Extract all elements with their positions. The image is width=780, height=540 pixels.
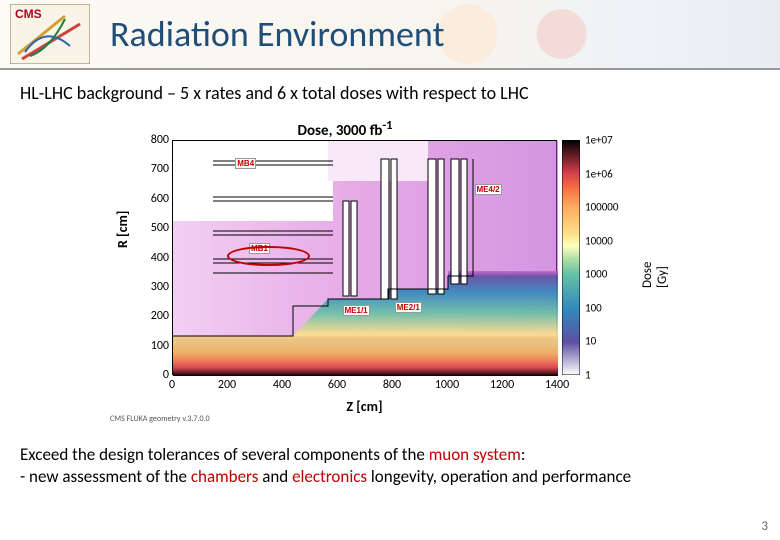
y-tick-label: 100 <box>151 339 169 353</box>
region-label: ME4/2 <box>475 184 502 195</box>
region-label: MB4 <box>235 158 256 169</box>
cms-logo: CMS <box>10 4 90 64</box>
y-tick-label: 600 <box>151 192 169 206</box>
slide-title: Radiation Environment <box>110 12 445 56</box>
colorbar-tick-label: 100 <box>585 301 602 314</box>
footer-text: Exceed the design tolerances of several … <box>0 436 780 488</box>
x-tick-label: 0 <box>169 378 175 392</box>
colorbar-tick-label: 10000 <box>585 234 613 247</box>
x-tick-label: 600 <box>328 378 346 392</box>
logo-text: CMS <box>15 7 42 21</box>
chart-title: Dose, 3000 fb-1 <box>110 118 580 140</box>
x-tick-label: 800 <box>383 378 401 392</box>
region-label: ME2/1 <box>395 302 422 313</box>
colorbar-label: Dose [Gy] <box>640 258 670 288</box>
highlight-ellipse <box>227 246 310 267</box>
page-number: 3 <box>761 519 768 534</box>
dose-heatmap-chart: Dose, 3000 fb-1 R [cm] <box>110 118 670 428</box>
x-tick-label: 400 <box>273 378 291 392</box>
x-tick-label: 1200 <box>490 378 514 392</box>
y-tick-label: 400 <box>151 251 169 265</box>
y-tick-label: 800 <box>151 133 169 147</box>
subtitle-text: HL-LHC background – 5 x rates and 6 x to… <box>0 70 780 110</box>
y-tick-label: 700 <box>151 162 169 176</box>
y-tick-label: 200 <box>151 309 169 323</box>
x-tick-label: 200 <box>218 378 236 392</box>
y-tick-label: 0 <box>163 368 169 382</box>
colorbar-tick-label: 10 <box>585 335 596 348</box>
colorbar <box>562 140 580 375</box>
colorbar-tick-label: 1e+07 <box>585 134 613 147</box>
region-label: ME1/1 <box>343 305 370 316</box>
colorbar-tick-label: 1e+06 <box>585 167 613 180</box>
colorbar-tick-label: 1 <box>585 369 591 382</box>
slide-header: CMS Radiation Environment <box>0 0 780 70</box>
x-tick-label: 1400 <box>545 378 569 392</box>
chart-container: Dose, 3000 fb-1 R [cm] <box>0 110 780 436</box>
y-tick-label: 300 <box>151 280 169 294</box>
colorbar-tick-label: 100000 <box>585 201 618 214</box>
y-axis-label: R [cm] <box>114 211 131 248</box>
fluka-note: CMS FLUKA geometry v.3.7.0.0 <box>110 414 210 424</box>
y-tick-label: 500 <box>151 221 169 235</box>
colorbar-tick-label: 1000 <box>585 268 607 281</box>
x-tick-label: 1000 <box>435 378 459 392</box>
x-axis-label: Z [cm] <box>172 398 557 415</box>
